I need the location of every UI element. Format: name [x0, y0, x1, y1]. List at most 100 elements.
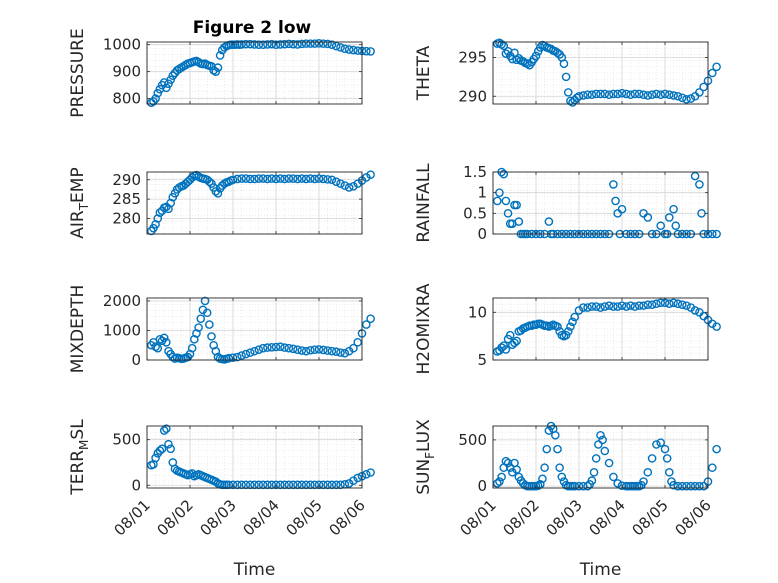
y-tick-label: 0: [131, 351, 141, 369]
data-point: [570, 312, 580, 322]
data-point: [656, 438, 666, 447]
data-point: [258, 343, 268, 353]
data-point: [630, 89, 640, 99]
data-point: [553, 48, 562, 58]
plot-area: [147, 42, 362, 104]
data-point: [501, 456, 511, 466]
data-point: [492, 479, 502, 488]
data-point: [542, 444, 552, 454]
data-point: [192, 170, 201, 180]
y-tick-label: 10: [468, 303, 487, 321]
data-point: [241, 349, 251, 359]
data-point: [695, 180, 704, 189]
data-point: [579, 303, 588, 312]
data-point: [288, 39, 298, 49]
data-point: [207, 332, 216, 341]
data-point: [318, 39, 328, 48]
data-point: [215, 51, 225, 60]
data-point: [284, 39, 294, 49]
data-point: [187, 343, 197, 353]
data-point: [301, 346, 311, 356]
data-point: [574, 91, 584, 101]
data-point: [559, 59, 569, 69]
plot-area: [493, 426, 708, 488]
data-point: [538, 474, 547, 484]
axes-box: [492, 171, 709, 235]
y-tick-label: 0: [477, 225, 487, 243]
data-point: [514, 217, 524, 226]
data-point: [245, 348, 255, 357]
data-point: [665, 299, 674, 309]
data-point: [344, 479, 354, 488]
data-point: [336, 348, 345, 357]
data-point: [271, 174, 281, 184]
data-point: [622, 89, 631, 99]
data-point: [630, 302, 640, 311]
y-tick-label: 2000: [103, 292, 141, 310]
data-point: [660, 89, 670, 99]
axes-box: [492, 425, 709, 489]
data-point: [306, 39, 315, 48]
data-point: [574, 481, 584, 491]
data-point: [508, 467, 517, 477]
y-tick-label: 0: [477, 477, 487, 495]
data-point: [583, 303, 592, 312]
data-point: [327, 346, 337, 356]
data-point: [196, 314, 206, 323]
data-point: [224, 353, 233, 363]
data-point: [594, 440, 603, 449]
data-point: [617, 88, 627, 98]
axes-box: [146, 41, 363, 105]
data-point: [336, 43, 345, 52]
y-tick-label: 1: [477, 184, 487, 202]
data-point: [159, 426, 169, 435]
data-point: [250, 40, 259, 49]
data-point: [293, 40, 302, 49]
y-axis-label: AIRTEMP: [68, 167, 91, 238]
data-point: [682, 481, 691, 491]
data-point: [314, 345, 324, 354]
data-point: [237, 174, 246, 183]
data-point: [499, 169, 509, 179]
subplot-1: 800 900 1000 PRESSURE: [68, 28, 375, 118]
data-point: [254, 174, 264, 183]
data-point: [237, 351, 246, 360]
data-point: [349, 182, 358, 191]
data-point: [232, 174, 242, 184]
data-point: [512, 200, 521, 210]
data-point: [591, 454, 601, 463]
data-point: [609, 472, 618, 482]
data-point: [604, 301, 614, 310]
data-point: [501, 196, 511, 206]
data-point: [596, 430, 605, 440]
data-point: [613, 302, 623, 311]
plot-area: [147, 426, 362, 488]
data-point: [591, 302, 601, 311]
data-point: [323, 346, 332, 355]
data-point: [544, 217, 554, 226]
data-point: [213, 63, 223, 72]
data-point: [318, 174, 328, 184]
data-point: [634, 301, 644, 310]
data-point: [200, 296, 210, 306]
data-point: [306, 345, 315, 355]
data-point: [596, 303, 605, 312]
y-tick-label: 1.5: [463, 163, 487, 181]
data-point: [613, 89, 623, 99]
data-point: [361, 320, 371, 329]
data-point: [512, 465, 521, 474]
data-point: [366, 47, 375, 56]
data-point: [708, 68, 717, 78]
data-point: [695, 88, 704, 97]
x-axis-label: Time: [579, 560, 622, 580]
data-point: [503, 209, 513, 218]
data-point: [563, 327, 573, 336]
data-point: [310, 39, 320, 48]
data-point: [159, 333, 169, 343]
data-point: [652, 440, 661, 449]
data-point: [712, 322, 721, 331]
data-point: [579, 91, 588, 100]
data-point: [613, 479, 623, 488]
data-point: [153, 343, 163, 353]
y-tick-label: 290: [112, 171, 141, 189]
